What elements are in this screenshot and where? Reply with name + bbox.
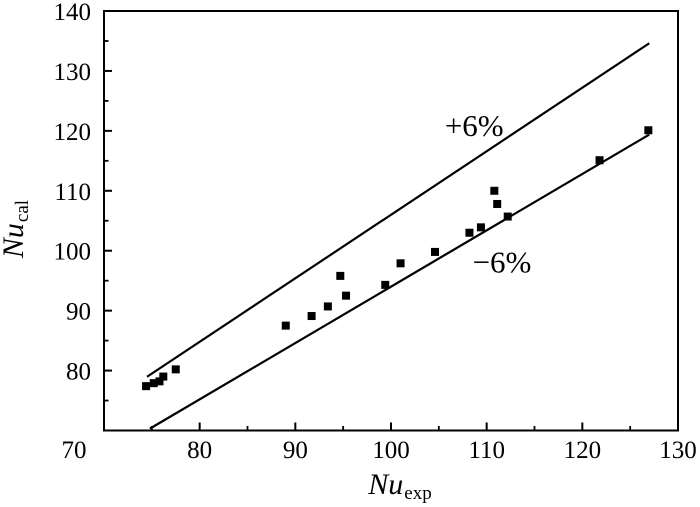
x-tick-label: 130	[659, 437, 697, 464]
data-point	[342, 291, 351, 300]
data-point	[503, 212, 512, 221]
y-axis-title-sub: cal	[12, 199, 34, 223]
data-point	[159, 372, 168, 381]
y-tick-label: 130	[54, 59, 92, 86]
y-tick-label: 110	[54, 179, 91, 206]
minus6-bound-line	[149, 133, 650, 430]
y-tick-label: 80	[66, 359, 91, 386]
x-tick-label: 80	[187, 437, 212, 464]
x-tick-label: 110	[468, 437, 505, 464]
plus6-bound-line	[146, 42, 650, 378]
plot-border	[103, 10, 679, 432]
data-point	[171, 365, 180, 374]
x-tick-label: 90	[283, 437, 308, 464]
x-tick-label: 100	[372, 437, 410, 464]
bound-annotation: −6%	[473, 245, 532, 280]
y-tick-label: 90	[66, 299, 91, 326]
data-point	[493, 199, 502, 208]
x-axis-title-main: Nu	[368, 468, 404, 501]
data-point	[476, 223, 485, 232]
bound-annotation: +6%	[445, 108, 504, 143]
data-point	[595, 156, 604, 165]
data-point	[644, 126, 653, 135]
x-tick-label: 120	[564, 437, 602, 464]
data-point	[155, 377, 164, 386]
data-point	[142, 382, 151, 391]
data-point	[465, 228, 474, 237]
data-point	[307, 312, 316, 321]
data-point	[323, 302, 332, 311]
x-axis-title: Nuexp	[368, 468, 432, 505]
data-point	[396, 259, 405, 268]
data-point	[431, 247, 440, 256]
y-tick-label: 120	[54, 119, 92, 146]
data-point	[149, 379, 158, 388]
corner-tick-label: 70	[62, 437, 87, 464]
data-point	[281, 321, 290, 330]
x-axis-title-sub: exp	[404, 483, 432, 505]
y-axis-title: Nucal	[0, 199, 34, 259]
y-tick-label: 140	[54, 0, 92, 26]
y-axis-title-main: Nu	[0, 223, 30, 259]
data-point	[381, 280, 390, 289]
y-tick-label: 100	[54, 239, 92, 266]
data-point	[336, 271, 345, 280]
data-point	[490, 186, 499, 195]
